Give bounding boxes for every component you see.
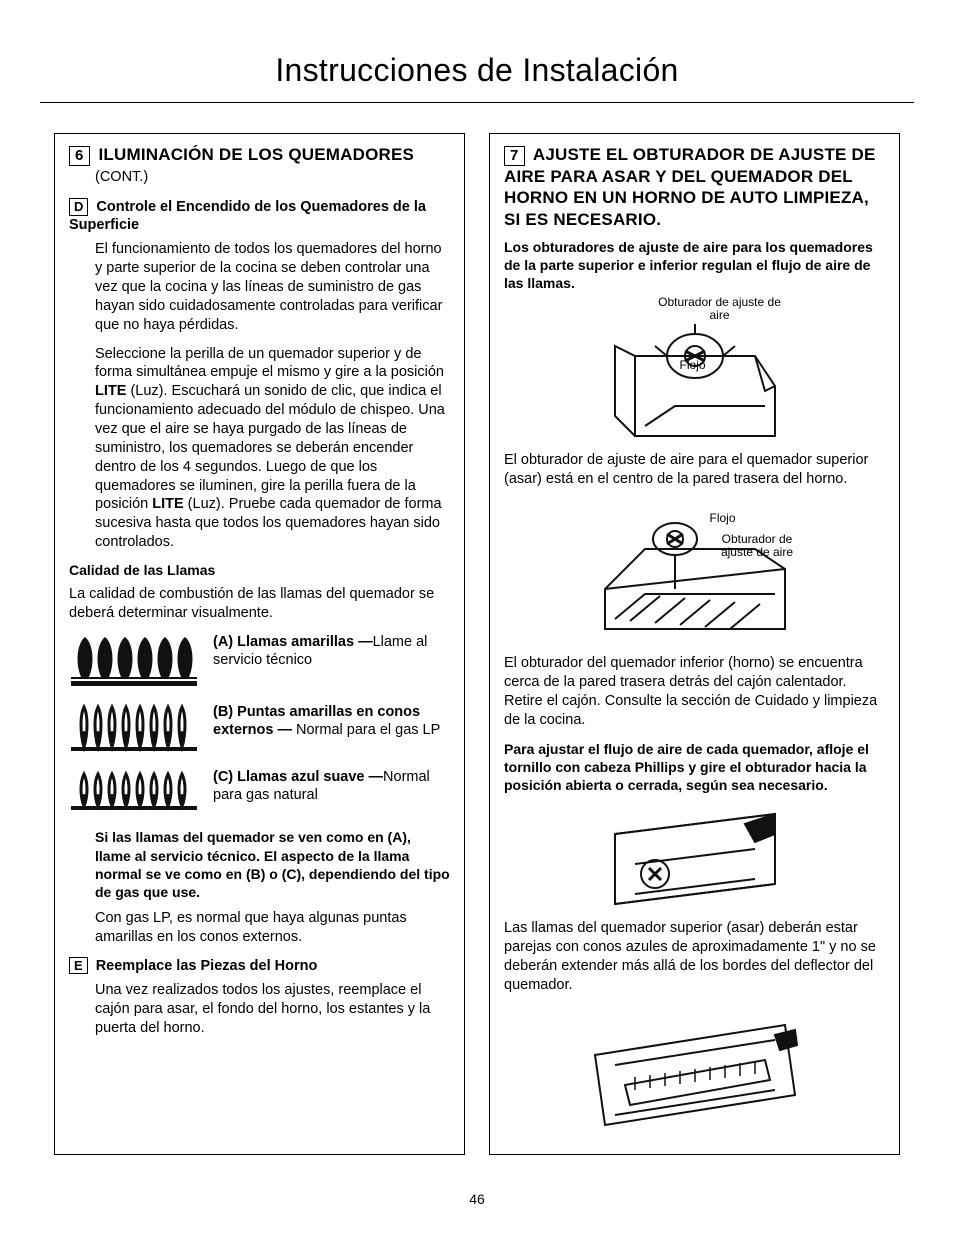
flame-c-desc: (C) Llamas azul suave —Normal para gas n… — [213, 768, 450, 804]
flame-row-a: (A) Llamas amarillas —Llame al servicio … — [69, 633, 450, 693]
columns: 6 ILUMINACIÓN DE LOS QUEMADORES (CONT.) … — [54, 133, 900, 1155]
step-number-7: 7 — [504, 146, 525, 166]
para-check-operation: El funcionamiento de todos los quemadore… — [95, 240, 450, 334]
flame-quality-para: La calidad de combustión de las llamas d… — [69, 585, 450, 623]
title-rule — [40, 102, 914, 103]
fig1-label-shutter: Obturador de ajuste de aire — [655, 296, 785, 321]
flame-icon-c — [69, 768, 199, 818]
fig1-label-loose: Flojo — [680, 358, 706, 373]
left-column: 6 ILUMINACIÓN DE LOS QUEMADORES (CONT.) … — [54, 133, 465, 1155]
page-title: Instrucciones de Instalación — [40, 50, 914, 90]
flame-icon-b — [69, 703, 199, 758]
step6-title: ILUMINACIÓN DE LOS QUEMADORES — [98, 145, 414, 164]
flame-warning-bold: Si las llamas del quemador se ven como e… — [95, 828, 450, 901]
flame-b-desc: (B) Puntas amarillas en conos externos —… — [213, 703, 450, 739]
para-lite: Seleccione la perilla de un quemador sup… — [95, 345, 450, 552]
step7-title: AJUSTE EL OBTURADOR DE AJUSTE DE AIRE PA… — [504, 145, 876, 229]
substep-e-para: Una vez realizados todos los ajustes, re… — [95, 981, 450, 1038]
page-number: 46 — [40, 1191, 914, 1209]
flame-icon-a — [69, 633, 199, 693]
flame-row-b: (B) Puntas amarillas en conos externos —… — [69, 703, 450, 758]
substep-d-title: Controle el Encendido de los Quemadores … — [69, 199, 426, 233]
step6-heading: 6 ILUMINACIÓN DE LOS QUEMADORES — [69, 144, 450, 166]
step6-cont: (CONT.) — [95, 168, 450, 186]
flame-row-c: (C) Llamas azul suave —Normal para gas n… — [69, 768, 450, 818]
adjust-instruction-bold: Para ajustar el flujo de aire de cada qu… — [504, 740, 885, 795]
para-upper-flames: Las llamas del quemador superior (asar) … — [504, 919, 885, 994]
step-number-6: 6 — [69, 146, 90, 166]
right-column: 7 AJUSTE EL OBTURADOR DE AJUSTE DE AIRE … — [489, 133, 900, 1155]
flame-warning-normal: Con gas LP, es normal que haya algunas p… — [95, 909, 450, 947]
flame-quality-heading: Calidad de las Llamas — [69, 562, 450, 580]
content-frame: 6 ILUMINACIÓN DE LOS QUEMADORES (CONT.) … — [40, 121, 914, 1169]
figure-burner-flames — [504, 1005, 885, 1140]
substep-e-heading: E Reemplace las Piezas del Horno — [69, 957, 450, 975]
step7-heading: 7 AJUSTE EL OBTURADOR DE AJUSTE DE AIRE … — [504, 144, 885, 230]
substep-d-heading: D Controle el Encendido de los Quemadore… — [69, 198, 450, 234]
flame-a-desc: (A) Llamas amarillas —Llame al servicio … — [213, 633, 450, 669]
figure-adjust-screw — [504, 804, 885, 919]
para-upper-shutter: El obturador de ajuste de aire para el q… — [504, 451, 885, 489]
step7-intro-bold: Los obturadores de ajuste de aire para l… — [504, 238, 885, 293]
para-lower-shutter: El obturador del quemador inferior (horn… — [504, 654, 885, 729]
substep-e-title: Reemplace las Piezas del Horno — [96, 958, 318, 974]
figure-lower-shutter: Flojo Obturador de ajuste de aire — [504, 499, 885, 654]
fig2-label-shutter: Obturador de ajuste de aire — [710, 533, 805, 559]
letter-e: E — [69, 957, 88, 975]
letter-d: D — [69, 198, 88, 216]
fig2-label-loose: Flojo — [710, 511, 736, 526]
figure-upper-shutter: Obturador de ajuste de aire Flojo — [504, 296, 885, 451]
